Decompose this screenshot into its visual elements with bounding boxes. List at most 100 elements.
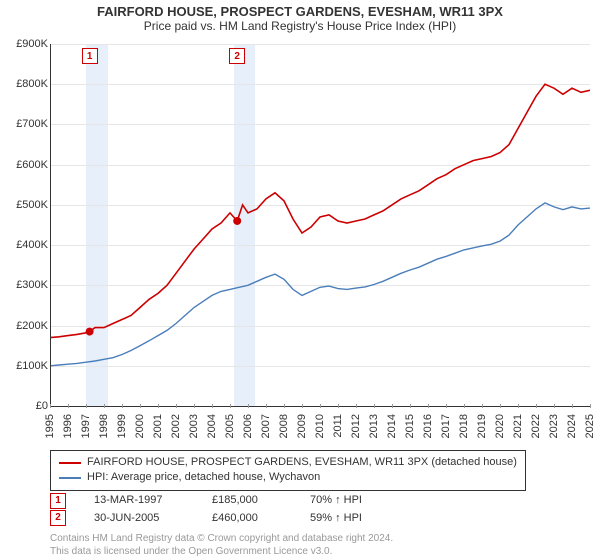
sale-badge: 2 — [50, 510, 66, 526]
x-tick — [320, 404, 321, 408]
x-tick-label: 2006 — [242, 414, 254, 438]
x-tick — [284, 404, 285, 408]
x-tick — [302, 404, 303, 408]
x-tick-label: 2004 — [206, 414, 218, 438]
x-tick — [212, 404, 213, 408]
x-tick — [104, 404, 105, 408]
x-tick-label: 2021 — [512, 414, 524, 438]
credit-line: Contains HM Land Registry data © Crown c… — [50, 532, 393, 545]
x-tick — [500, 404, 501, 408]
x-tick-label: 1999 — [116, 414, 128, 438]
x-tick-label: 1998 — [98, 414, 110, 438]
sale-vs-hpi: 70% ↑ HPI — [310, 492, 362, 510]
y-tick-label: £900K — [16, 38, 48, 50]
x-tick — [140, 404, 141, 408]
x-tick — [248, 404, 249, 408]
legend-item: HPI: Average price, detached house, Wych… — [59, 470, 517, 485]
x-tick-label: 2010 — [314, 414, 326, 438]
x-tick-label: 2011 — [332, 414, 344, 438]
x-tick — [518, 404, 519, 408]
series-line — [50, 84, 590, 337]
x-tick — [50, 404, 51, 408]
x-tick — [356, 404, 357, 408]
x-tick — [176, 404, 177, 408]
x-tick-label: 2016 — [422, 414, 434, 438]
y-tick-label: £100K — [16, 360, 48, 372]
y-tick-label: £200K — [16, 320, 48, 332]
x-tick — [374, 404, 375, 408]
x-tick — [230, 404, 231, 408]
legend-label: HPI: Average price, detached house, Wych… — [87, 470, 320, 485]
x-tick-label: 2018 — [458, 414, 470, 438]
sale-date: 13-MAR-1997 — [94, 492, 184, 510]
x-tick-label: 2024 — [566, 414, 578, 438]
y-tick-label: £600K — [16, 159, 48, 171]
x-tick-label: 2014 — [386, 414, 398, 438]
x-tick — [572, 404, 573, 408]
sales-row: 2 30-JUN-2005 £460,000 59% ↑ HPI — [50, 510, 362, 528]
x-tick — [392, 404, 393, 408]
credit: Contains HM Land Registry data © Crown c… — [50, 532, 393, 558]
chart-title: FAIRFORD HOUSE, PROSPECT GARDENS, EVESHA… — [0, 0, 600, 19]
x-tick — [590, 404, 591, 408]
plot-area: 12 — [50, 44, 590, 406]
legend-swatch — [59, 462, 81, 464]
sale-dot — [233, 217, 241, 225]
legend-label: FAIRFORD HOUSE, PROSPECT GARDENS, EVESHA… — [87, 455, 517, 470]
legend-swatch — [59, 477, 81, 479]
x-tick — [554, 404, 555, 408]
x-tick — [86, 404, 87, 408]
y-tick-label: £800K — [16, 78, 48, 90]
x-tick-label: 2017 — [440, 414, 452, 438]
x-tick — [410, 404, 411, 408]
x-tick — [464, 404, 465, 408]
sales-table: 1 13-MAR-1997 £185,000 70% ↑ HPI 2 30-JU… — [50, 492, 362, 527]
x-tick-label: 2012 — [350, 414, 362, 438]
y-tick-label: £400K — [16, 239, 48, 251]
x-tick-label: 2005 — [224, 414, 236, 438]
y-axis-labels: £0£100K£200K£300K£400K£500K£600K£700K£80… — [0, 44, 50, 406]
sale-price: £185,000 — [212, 492, 282, 510]
sales-row: 1 13-MAR-1997 £185,000 70% ↑ HPI — [50, 492, 362, 510]
x-tick — [446, 404, 447, 408]
x-tick-label: 1997 — [80, 414, 92, 438]
x-tick — [194, 404, 195, 408]
sale-marker-badge: 2 — [229, 48, 245, 64]
x-tick — [158, 404, 159, 408]
x-tick-label: 2019 — [476, 414, 488, 438]
y-tick-label: £300K — [16, 279, 48, 291]
legend-item: FAIRFORD HOUSE, PROSPECT GARDENS, EVESHA… — [59, 455, 517, 470]
price-chart: FAIRFORD HOUSE, PROSPECT GARDENS, EVESHA… — [0, 0, 600, 560]
credit-line: This data is licensed under the Open Gov… — [50, 545, 393, 558]
x-tick-label: 2002 — [170, 414, 182, 438]
x-tick — [122, 404, 123, 408]
y-tick-label: £500K — [16, 199, 48, 211]
sale-dot — [86, 328, 94, 336]
x-tick-label: 2007 — [260, 414, 272, 438]
x-tick-label: 2009 — [296, 414, 308, 438]
sale-marker-badge: 1 — [82, 48, 98, 64]
x-tick-label: 2022 — [530, 414, 542, 438]
x-tick-label: 2003 — [188, 414, 200, 438]
x-tick-label: 2008 — [278, 414, 290, 438]
sale-date: 30-JUN-2005 — [94, 510, 184, 528]
y-axis-line — [50, 44, 51, 406]
x-tick — [266, 404, 267, 408]
y-tick-label: £0 — [36, 400, 48, 412]
series-line — [50, 203, 590, 366]
x-tick-label: 2025 — [584, 414, 596, 438]
x-tick-label: 2000 — [134, 414, 146, 438]
x-tick — [338, 404, 339, 408]
chart-subtitle: Price paid vs. HM Land Registry's House … — [0, 19, 600, 35]
legend: FAIRFORD HOUSE, PROSPECT GARDENS, EVESHA… — [50, 450, 526, 491]
plot-svg — [50, 44, 590, 406]
x-axis-labels: 1995199619971998199920002001200220032004… — [50, 408, 590, 448]
x-tick — [428, 404, 429, 408]
x-tick-label: 2015 — [404, 414, 416, 438]
x-tick-label: 2013 — [368, 414, 380, 438]
sale-vs-hpi: 59% ↑ HPI — [310, 510, 362, 528]
x-tick — [68, 404, 69, 408]
x-tick-label: 1995 — [44, 414, 56, 438]
x-tick-label: 2023 — [548, 414, 560, 438]
y-tick-label: £700K — [16, 118, 48, 130]
